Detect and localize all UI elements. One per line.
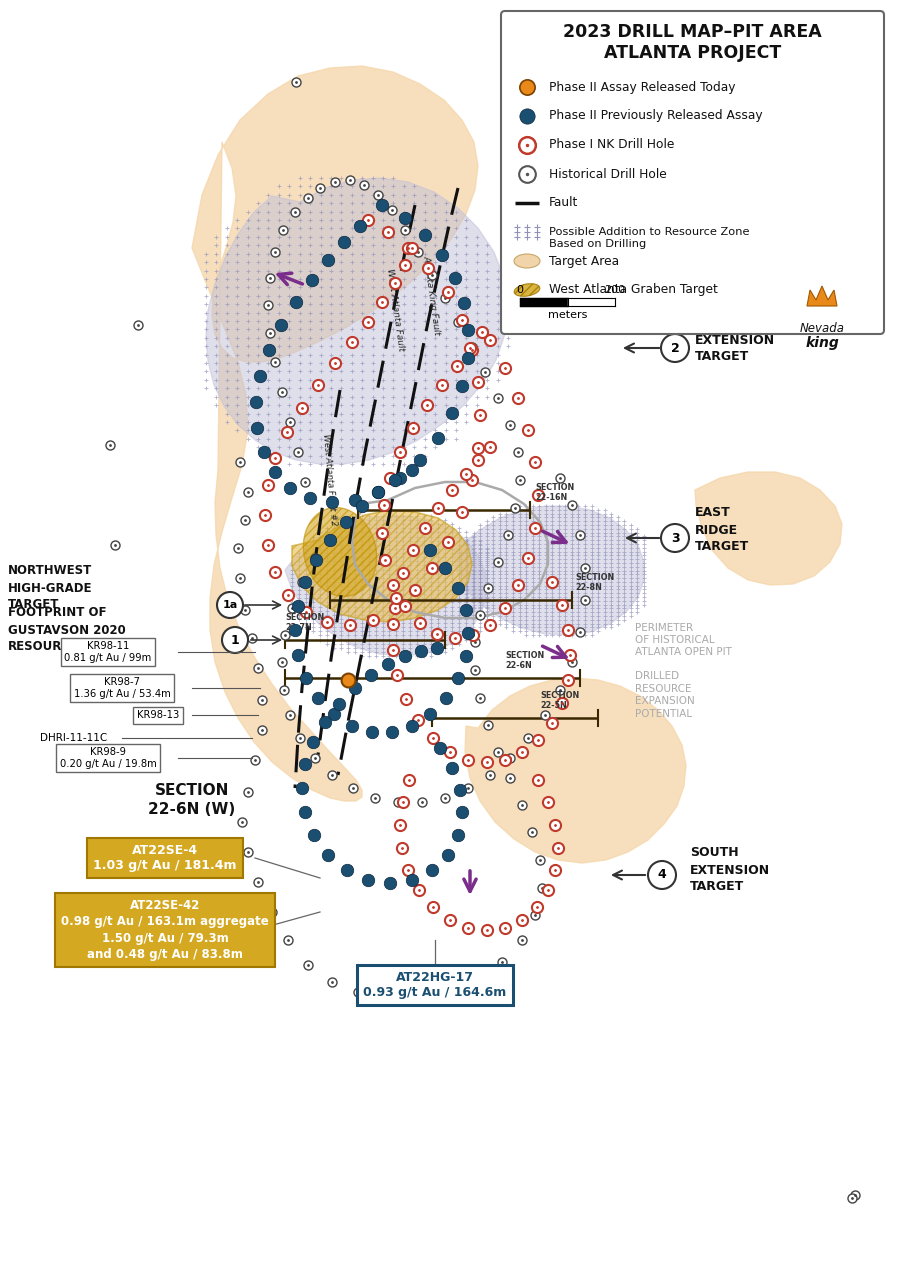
Text: SECTION
22-7N: SECTION 22-7N — [285, 613, 324, 632]
Text: Possible Addition to Resource Zone
Based on Drilling: Possible Addition to Resource Zone Based… — [549, 227, 750, 248]
Circle shape — [661, 524, 689, 552]
Text: West Atlanta Fault: West Atlanta Fault — [385, 269, 405, 352]
Text: 1a: 1a — [222, 600, 238, 610]
Text: AT22HG-17
0.93 g/t Au / 164.6m: AT22HG-17 0.93 g/t Au / 164.6m — [364, 971, 507, 999]
Ellipse shape — [514, 254, 540, 268]
Text: 2023 DRILL MAP–PIT AREA
ATLANTA PROJECT: 2023 DRILL MAP–PIT AREA ATLANTA PROJECT — [563, 23, 822, 62]
Polygon shape — [807, 285, 837, 306]
Text: Target Area: Target Area — [549, 255, 619, 268]
Text: NORTH
EXTENSION
TARGET: NORTH EXTENSION TARGET — [695, 316, 775, 363]
Text: SOUTH
EXTENSION
TARGET: SOUTH EXTENSION TARGET — [690, 846, 770, 893]
Text: Phase I NK Drill Hole: Phase I NK Drill Hole — [549, 139, 674, 152]
Ellipse shape — [303, 507, 377, 596]
Text: Phase II Previously Released Assay: Phase II Previously Released Assay — [549, 110, 762, 122]
Text: 3: 3 — [670, 531, 680, 544]
Circle shape — [222, 627, 248, 654]
Text: SECTION
22-5N: SECTION 22-5N — [540, 691, 580, 710]
Text: PERIMETER
OF HISTORICAL
ATLANTA OPEN PIT: PERIMETER OF HISTORICAL ATLANTA OPEN PIT — [635, 623, 732, 657]
Circle shape — [648, 861, 676, 889]
Text: West Atlanta Fault #2: West Atlanta Fault #2 — [321, 433, 338, 526]
Text: FOOTPRINT OF
GUSTAVSON 2020
RESOURCE: FOOTPRINT OF GUSTAVSON 2020 RESOURCE — [8, 606, 126, 654]
Text: king: king — [806, 336, 839, 350]
Text: 200: 200 — [605, 285, 626, 296]
Polygon shape — [206, 178, 508, 464]
Text: 0: 0 — [517, 285, 524, 296]
Text: KR98-11
0.81 g/t Au / 99m: KR98-11 0.81 g/t Au / 99m — [65, 641, 151, 662]
Polygon shape — [454, 506, 644, 634]
Text: Atlanta King Fault: Atlanta King Fault — [422, 255, 442, 335]
Text: NORTHWEST
HIGH-GRADE
TARGET: NORTHWEST HIGH-GRADE TARGET — [8, 564, 93, 612]
Polygon shape — [292, 510, 472, 622]
Text: DHRI-11-11C: DHRI-11-11C — [40, 733, 107, 743]
Text: West Atlanta Graben Target: West Atlanta Graben Target — [549, 284, 718, 297]
Text: KR98-7
1.36 g/t Au / 53.4m: KR98-7 1.36 g/t Au / 53.4m — [74, 678, 170, 699]
Text: KR98-9
0.20 g/t Au / 19.8m: KR98-9 0.20 g/t Au / 19.8m — [59, 747, 157, 768]
Text: KR98-13: KR98-13 — [137, 710, 179, 720]
Text: SECTION
22-6N (W): SECTION 22-6N (W) — [148, 784, 236, 817]
Polygon shape — [192, 66, 478, 801]
Circle shape — [661, 334, 689, 362]
Text: meters: meters — [548, 310, 587, 320]
Ellipse shape — [514, 284, 540, 297]
Text: 2: 2 — [670, 341, 680, 354]
Text: SECTION
22-6N: SECTION 22-6N — [505, 651, 544, 670]
Text: DRILLED
RESOURCE
EXPANSION
POTENTIAL: DRILLED RESOURCE EXPANSION POTENTIAL — [635, 671, 695, 719]
Text: SECTION
22-8N: SECTION 22-8N — [575, 572, 614, 592]
Text: Nevada: Nevada — [799, 322, 844, 335]
FancyBboxPatch shape — [501, 11, 884, 334]
Polygon shape — [465, 678, 686, 862]
Text: 1: 1 — [230, 633, 239, 646]
Text: EAST
RIDGE
TARGET: EAST RIDGE TARGET — [695, 507, 749, 553]
Text: SECTION
22-16N: SECTION 22-16N — [535, 483, 574, 502]
Text: AT22SE-4
1.03 g/t Au / 181.4m: AT22SE-4 1.03 g/t Au / 181.4m — [94, 843, 237, 871]
Polygon shape — [695, 471, 842, 585]
Polygon shape — [285, 516, 487, 656]
Text: Phase II Assay Released Today: Phase II Assay Released Today — [549, 80, 735, 93]
Text: AT22SE-42
0.98 g/t Au / 163.1m aggregate
1.50 g/t Au / 79.3m
and 0.48 g/t Au / 8: AT22SE-42 0.98 g/t Au / 163.1m aggregate… — [61, 898, 269, 962]
Text: 4: 4 — [658, 869, 666, 882]
Text: Fault: Fault — [549, 196, 579, 209]
Text: Historical Drill Hole: Historical Drill Hole — [549, 167, 667, 181]
Circle shape — [217, 592, 243, 618]
